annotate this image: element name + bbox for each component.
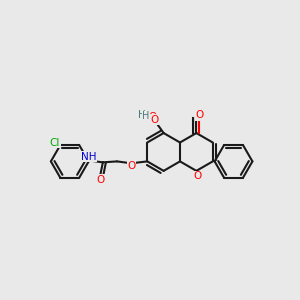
Text: H: H bbox=[138, 110, 146, 119]
Text: O: O bbox=[193, 171, 201, 181]
Text: Cl: Cl bbox=[50, 138, 60, 148]
Text: O: O bbox=[97, 175, 105, 184]
Text: O: O bbox=[148, 112, 157, 122]
Text: H: H bbox=[142, 111, 149, 121]
Text: O: O bbox=[195, 110, 203, 120]
Text: O: O bbox=[127, 161, 135, 171]
Text: O: O bbox=[150, 115, 158, 125]
Text: NH: NH bbox=[81, 152, 96, 162]
